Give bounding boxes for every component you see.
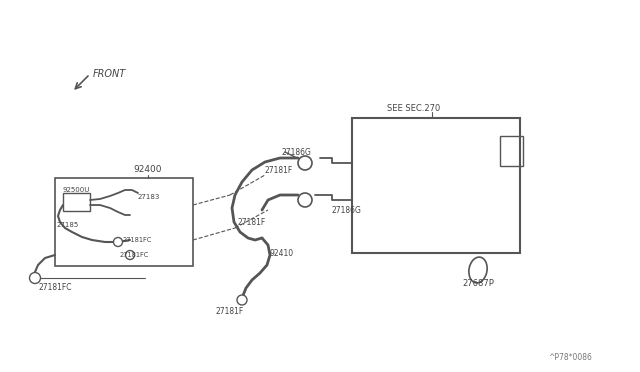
Text: 92400: 92400 (134, 164, 163, 173)
Text: 27181FC: 27181FC (123, 237, 152, 243)
Text: 27181F: 27181F (216, 308, 244, 317)
Circle shape (298, 193, 312, 207)
Text: 27687P: 27687P (462, 279, 494, 289)
Text: FRONT: FRONT (93, 69, 126, 79)
Bar (352, 118, 520, 253)
Circle shape (29, 273, 40, 283)
Bar (500, 136, 523, 166)
Circle shape (113, 237, 122, 247)
Text: 27181F: 27181F (238, 218, 266, 227)
Text: 27186G: 27186G (332, 205, 362, 215)
Text: 92500U: 92500U (62, 187, 90, 193)
Text: 27186G: 27186G (282, 148, 312, 157)
Circle shape (125, 250, 134, 260)
Text: ^P78*0086: ^P78*0086 (548, 353, 592, 362)
Text: 27183: 27183 (138, 194, 161, 200)
Text: 27181F: 27181F (265, 166, 293, 174)
Text: 27185: 27185 (57, 222, 79, 228)
Text: 27181FC: 27181FC (120, 252, 149, 258)
Text: SEE SEC.270: SEE SEC.270 (387, 103, 440, 112)
Bar (55, 178, 193, 266)
Text: 92410: 92410 (270, 248, 294, 257)
Circle shape (237, 295, 247, 305)
Text: 27181FC: 27181FC (38, 282, 72, 292)
Circle shape (298, 156, 312, 170)
Bar (63, 193, 90, 211)
